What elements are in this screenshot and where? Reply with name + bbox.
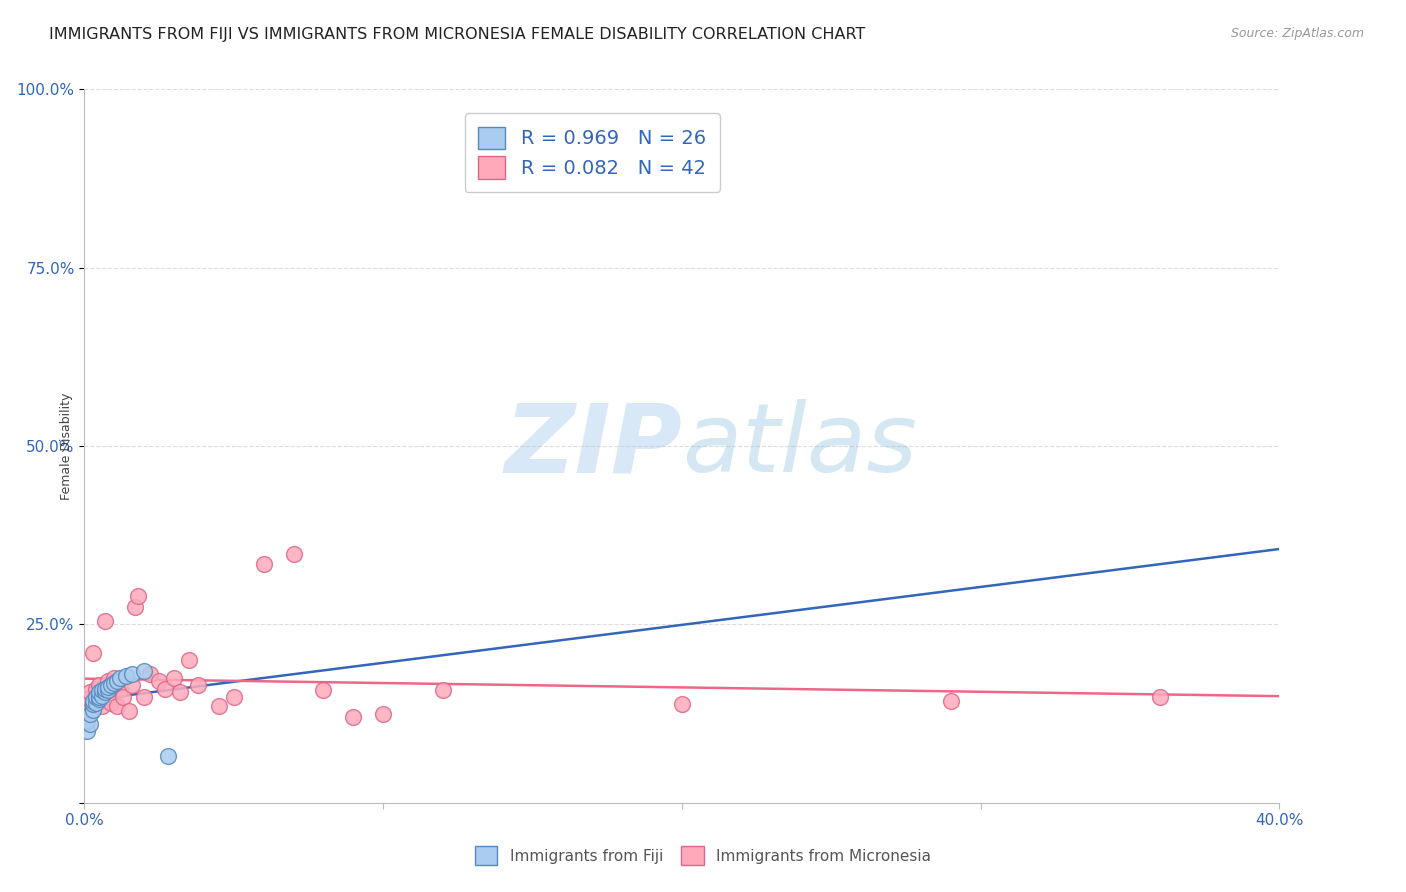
Point <box>121 678 143 692</box>
Text: IMMIGRANTS FROM FIJI VS IMMIGRANTS FROM MICRONESIA FEMALE DISABILITY CORRELATION: IMMIGRANTS FROM FIJI VS IMMIGRANTS FROM … <box>49 27 866 42</box>
Point <box>82 698 104 712</box>
Point <box>177 653 200 667</box>
Point <box>124 599 146 614</box>
Point <box>91 689 114 703</box>
Point <box>208 699 231 714</box>
Point <box>82 646 104 660</box>
Point <box>79 717 101 731</box>
Point <box>86 681 108 696</box>
Point <box>76 714 98 728</box>
Point <box>312 683 335 698</box>
Point <box>187 678 209 692</box>
Point <box>253 557 276 571</box>
Point <box>121 667 143 681</box>
Point <box>132 690 156 705</box>
Point <box>91 683 114 698</box>
Point <box>169 685 191 699</box>
Point <box>132 664 156 678</box>
Text: atlas: atlas <box>682 400 917 492</box>
Point <box>97 690 120 705</box>
Point <box>94 614 117 628</box>
Point <box>76 724 98 739</box>
Point <box>939 694 962 708</box>
Point <box>89 678 111 692</box>
Point <box>283 548 305 562</box>
Point <box>153 681 176 696</box>
Text: ZIP: ZIP <box>503 400 682 492</box>
Point <box>97 680 120 694</box>
Y-axis label: Female Disability: Female Disability <box>60 392 73 500</box>
Point <box>97 674 120 689</box>
Point <box>86 696 108 710</box>
Point <box>94 681 117 696</box>
Point <box>94 685 117 699</box>
Point <box>79 706 101 721</box>
Point <box>89 692 111 706</box>
Legend: Immigrants from Fiji, Immigrants from Micronesia: Immigrants from Fiji, Immigrants from Mi… <box>468 840 938 871</box>
Point <box>671 698 693 712</box>
Point <box>139 667 162 681</box>
Point <box>79 703 101 717</box>
Point <box>222 690 245 705</box>
Point <box>89 685 111 699</box>
Point <box>110 681 132 696</box>
Point <box>342 710 364 724</box>
Legend: R = 0.969   N = 26, R = 0.082   N = 42: R = 0.969 N = 26, R = 0.082 N = 42 <box>464 113 720 192</box>
Point <box>105 674 128 689</box>
Point <box>89 690 111 705</box>
Point <box>82 703 104 717</box>
Point <box>373 706 395 721</box>
Point <box>148 674 170 689</box>
Point <box>82 694 104 708</box>
Point <box>105 699 128 714</box>
Point <box>82 696 104 710</box>
Point <box>86 690 108 705</box>
Point <box>89 690 111 705</box>
Point <box>79 685 101 699</box>
Point <box>76 692 98 706</box>
Point <box>157 749 180 764</box>
Point <box>127 589 149 603</box>
Point <box>91 699 114 714</box>
Point <box>86 689 108 703</box>
Point <box>112 690 135 705</box>
Text: Source: ZipAtlas.com: Source: ZipAtlas.com <box>1230 27 1364 40</box>
Point <box>115 669 138 683</box>
Point <box>110 671 132 685</box>
Point <box>97 683 120 698</box>
Point <box>100 678 122 692</box>
Point <box>1149 690 1171 705</box>
Point <box>100 696 122 710</box>
Point <box>91 685 114 699</box>
Point <box>103 676 125 690</box>
Point <box>163 671 186 685</box>
Point <box>118 705 141 719</box>
Point <box>432 683 454 698</box>
Point <box>103 671 125 685</box>
